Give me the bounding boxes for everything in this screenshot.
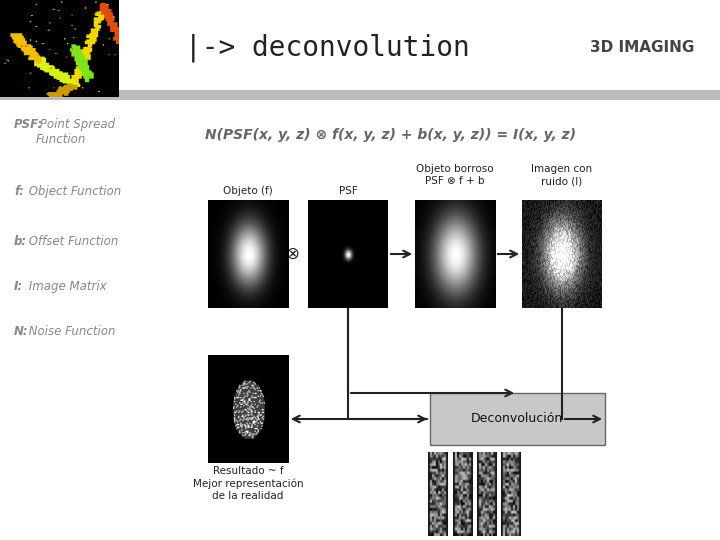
Text: Deconvolución: Deconvolución [471,413,563,426]
Text: f:: f: [14,185,24,198]
Text: Objeto (f): Objeto (f) [223,186,273,196]
Text: |-> deconvolution: |-> deconvolution [185,33,469,62]
Text: I:: I: [14,280,23,293]
Text: PSF: PSF [338,186,357,196]
Text: N(PSF(x, y, z) ⊗ f(x, y, z) + b(x, y, z)) = I(x, y, z): N(PSF(x, y, z) ⊗ f(x, y, z) + b(x, y, z)… [205,128,576,142]
Text: Noise Function: Noise Function [25,325,115,338]
Text: b:: b: [14,235,27,248]
Text: Objeto borroso
PSF ⊗ f + b: Objeto borroso PSF ⊗ f + b [416,164,494,186]
Text: PSF:: PSF: [14,118,43,131]
Text: 3D IMAGING: 3D IMAGING [590,40,694,56]
Bar [0,90,720,100]
Text: Object Function: Object Function [25,185,121,198]
Text: Resultado ~ f
Mejor representación
de la realidad: Resultado ~ f Mejor representación de la… [193,466,303,502]
Text: ⊗: ⊗ [285,245,299,263]
Text: Image Matrix: Image Matrix [25,280,107,293]
Text: Point Spread
Function: Point Spread Function [36,118,115,146]
Bar [430,393,605,445]
Text: Offset Function: Offset Function [25,235,118,248]
Text: N:: N: [14,325,29,338]
Text: Imagen con
ruido (I): Imagen con ruido (I) [531,164,593,186]
